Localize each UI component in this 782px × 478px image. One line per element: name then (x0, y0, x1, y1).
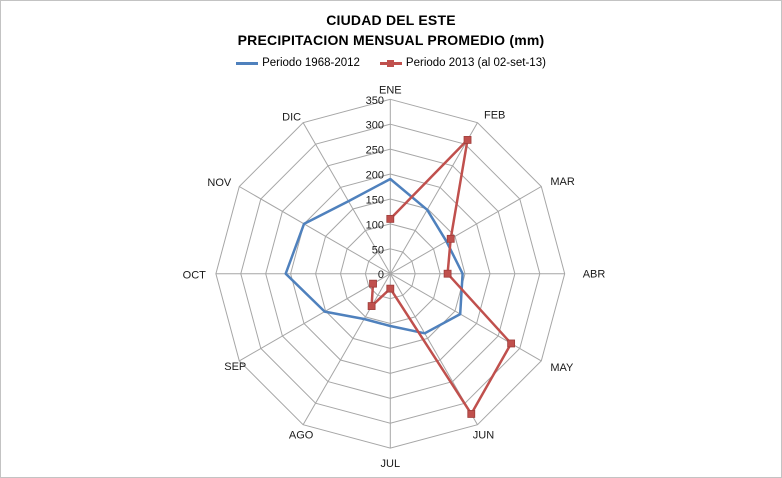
axis-tick-label: 200 (366, 170, 384, 182)
radar-spoke (390, 186, 542, 275)
axis-tick-label: 300 (366, 120, 384, 132)
axis-tick-label: 350 (366, 95, 384, 107)
series-marker-2013 (443, 269, 452, 278)
chart-legend: Periodo 1968-2012 Periodo 2013 (al 02-se… (1, 57, 781, 69)
month-label-SEP: SEP (224, 361, 246, 373)
axis-tick-label: 150 (366, 194, 384, 206)
month-label-DIC: DIC (282, 112, 301, 124)
series-marker-2013 (446, 234, 455, 243)
series-line-1968-2012 (284, 177, 464, 335)
month-label-JUN: JUN (473, 430, 494, 442)
series-marker-2013 (507, 339, 516, 348)
radar-spoke (389, 122, 478, 274)
radar-spoke (302, 122, 391, 274)
chart-title-line1: CIUDAD DEL ESTE (326, 12, 456, 28)
axis-tick-label: 0 (378, 269, 384, 281)
legend-label: Periodo 2013 (al 02-set-13) (405, 57, 546, 69)
series-marker-2013 (369, 279, 377, 288)
series-marker-2013 (386, 284, 395, 293)
series-marker-2013 (463, 136, 472, 144)
axis-tick-label: 50 (372, 244, 384, 256)
month-label-JUL: JUL (381, 458, 401, 470)
month-label-MAY: MAY (550, 362, 574, 374)
chart-title: CIUDAD DEL ESTE PRECIPITACION MENSUAL PR… (1, 10, 781, 50)
legend-item-periodo-2013: Periodo 2013 (al 02-set-13) (379, 57, 546, 69)
series-marker-2013 (367, 302, 376, 310)
series-marker-2013 (467, 410, 476, 418)
chart-title-line2: PRECIPITACION MENSUAL PROMEDIO (mm) (237, 32, 545, 48)
series-marker-2013 (386, 214, 395, 223)
month-label-ABR: ABR (583, 269, 606, 281)
legend-item-periodo-1968-2012: Periodo 1968-2012 (236, 57, 360, 69)
axis-tick-label: 250 (366, 145, 384, 157)
month-label-OCT: OCT (183, 270, 207, 282)
radar-spoke (302, 273, 391, 425)
legend-label: Periodo 1968-2012 (262, 57, 360, 69)
month-label-ENE: ENE (379, 84, 402, 96)
radar-spoke (390, 273, 542, 362)
month-label-AGO: AGO (289, 430, 314, 442)
month-label-MAR: MAR (550, 176, 575, 188)
month-label-FEB: FEB (484, 110, 505, 122)
legend-line-square-swatch-icon (379, 59, 402, 68)
radar-spoke (239, 186, 391, 275)
legend-line-swatch-icon (236, 59, 259, 68)
axis-tick-label: 100 (366, 219, 384, 231)
month-label-NOV: NOV (207, 177, 232, 189)
radar-spoke (239, 273, 391, 362)
